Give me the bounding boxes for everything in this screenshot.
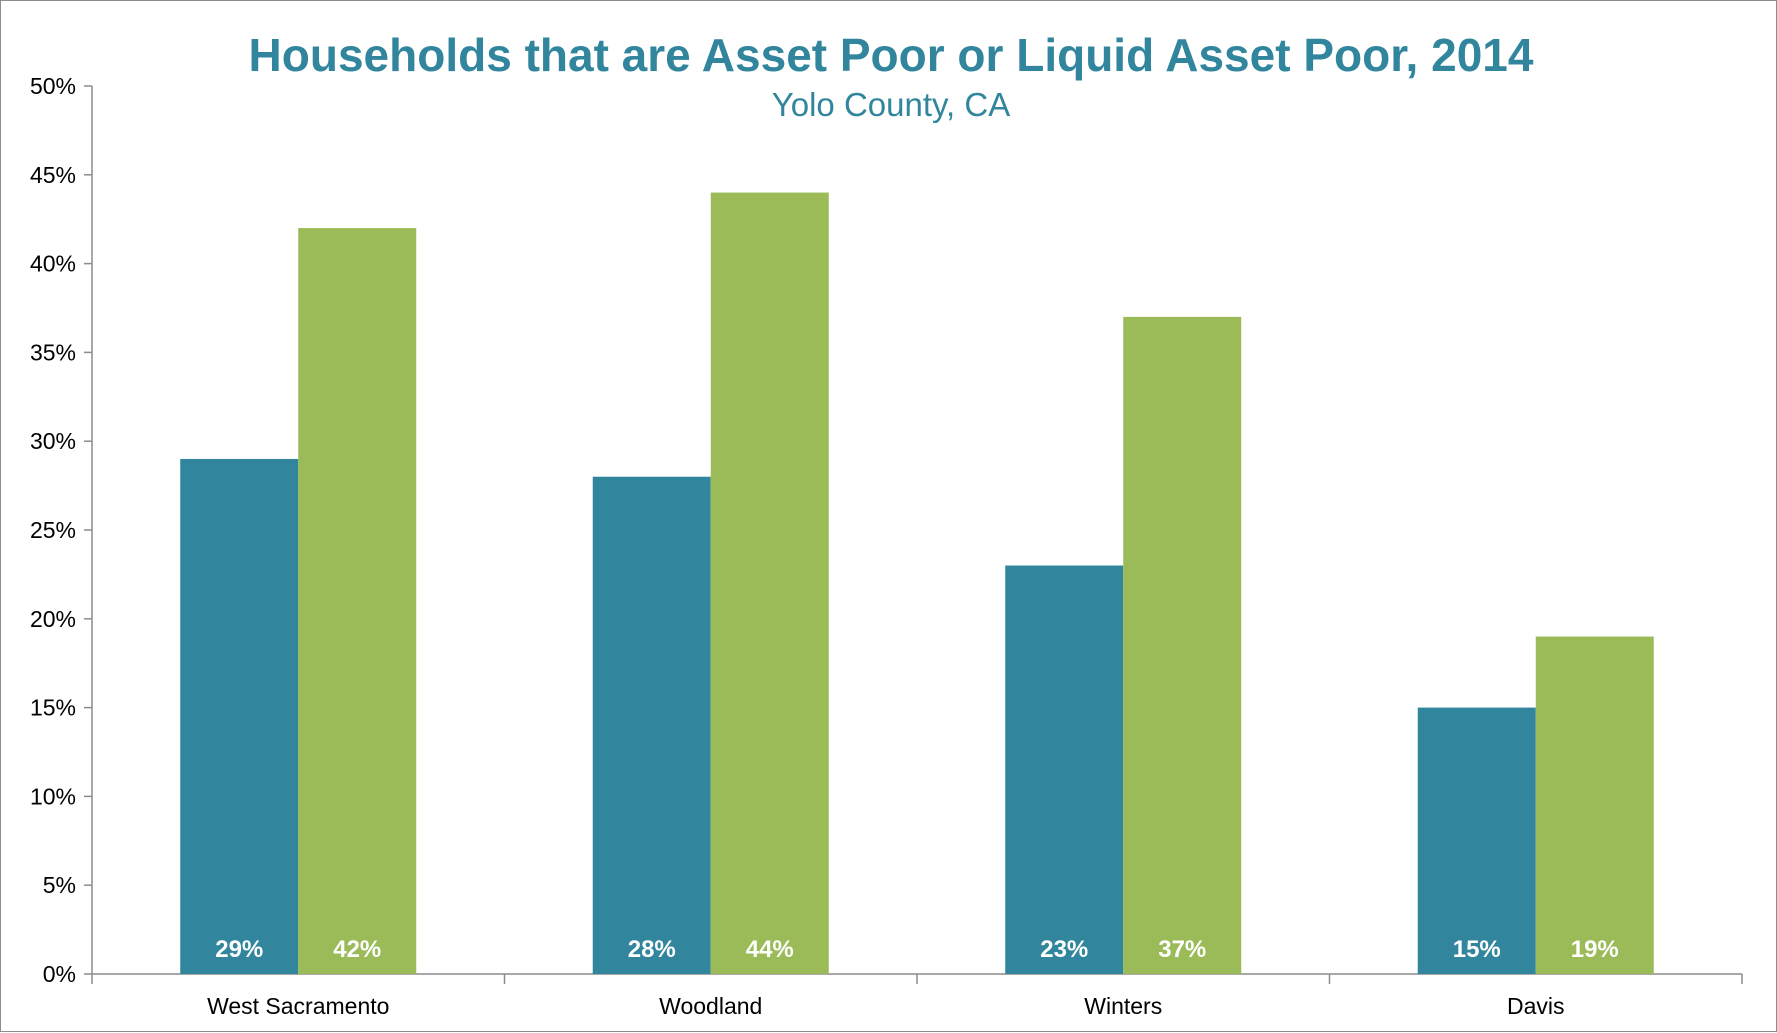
- y-tick-label: 50%: [30, 73, 76, 99]
- y-tick-label: 40%: [30, 251, 76, 277]
- y-axis: 0% 5% 10% 15% 20% 25% 30% 35% 40% 45% 50%: [30, 73, 93, 987]
- x-axis: West Sacramento Woodland Winters Davis: [91, 973, 1743, 1019]
- x-tick-label: Davis: [1507, 993, 1565, 1019]
- bar-series-group: [180, 192, 1654, 975]
- bar-data-label: 42%: [333, 936, 381, 963]
- bar: [710, 192, 829, 974]
- y-tick-label: 15%: [30, 695, 76, 721]
- y-tick-label: 30%: [30, 428, 76, 454]
- bar-data-label: 28%: [628, 936, 676, 963]
- y-tick-label: 0%: [43, 961, 76, 987]
- y-tick-label: 25%: [30, 517, 76, 543]
- bar: [1535, 636, 1654, 974]
- y-tick-label: 5%: [43, 872, 76, 898]
- x-tick-label: West Sacramento: [207, 993, 389, 1019]
- bar: [1417, 707, 1536, 974]
- y-tick-label: 35%: [30, 339, 76, 365]
- bar-data-label: 23%: [1040, 936, 1088, 963]
- y-tick-label: 45%: [30, 162, 76, 188]
- data-labels-group: 29% 42% 28% 44% 23% 37% 15% 19%: [215, 936, 1619, 963]
- bar: [1005, 565, 1124, 974]
- bar-data-label: 37%: [1158, 936, 1206, 963]
- y-tick-label: 20%: [30, 606, 76, 632]
- bar: [180, 458, 299, 975]
- bar: [298, 228, 417, 974]
- x-tick-label: Woodland: [659, 993, 762, 1019]
- chart-subtitle: Yolo County, CA: [772, 86, 1010, 123]
- bar-data-label: 29%: [215, 936, 263, 963]
- x-tick-label: Winters: [1084, 993, 1162, 1019]
- bar-data-label: 44%: [746, 936, 794, 963]
- bar-data-label: 19%: [1571, 936, 1619, 963]
- bar: [1123, 316, 1242, 974]
- chart-title: Households that are Asset Poor or Liquid…: [249, 29, 1534, 81]
- bar: [592, 476, 711, 974]
- bar-data-label: 15%: [1453, 936, 1501, 963]
- y-tick-label: 10%: [30, 783, 76, 809]
